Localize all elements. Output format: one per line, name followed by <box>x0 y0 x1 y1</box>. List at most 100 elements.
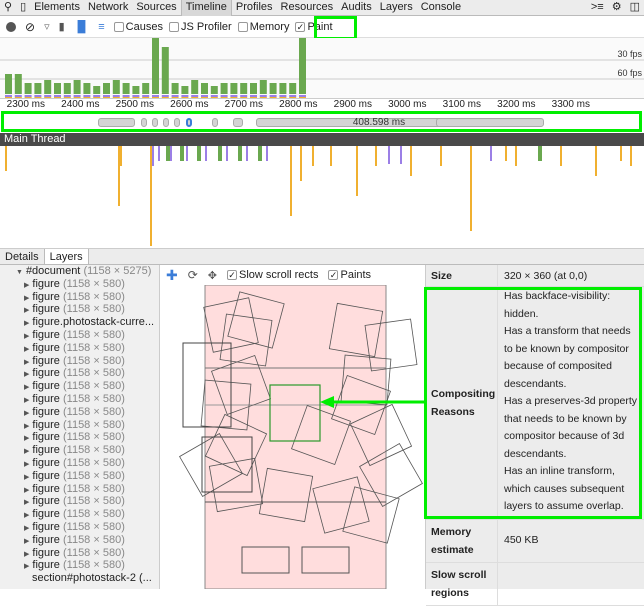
figure-layer[interactable] <box>258 467 314 523</box>
collapsed-triangle-icon[interactable]: ▶ <box>24 281 30 289</box>
tree-item[interactable]: ▶ figure (1158 × 580) <box>0 291 159 304</box>
figure-layer[interactable] <box>359 443 423 507</box>
tree-item[interactable]: ▶ figure.photostack-curre... <box>0 316 159 329</box>
collapsed-triangle-icon[interactable]: ▶ <box>24 358 30 366</box>
tree-item[interactable]: ▶ figure (1158 × 580) <box>0 547 159 560</box>
frame-bar[interactable] <box>279 83 287 99</box>
figure-layer[interactable] <box>204 413 268 477</box>
paint-checkbox[interactable]: ✓ Paint <box>295 21 333 33</box>
tree-item[interactable]: ▶ figure (1158 × 580) <box>0 406 159 419</box>
tree-item[interactable]: ▶ figure (1158 × 580) <box>0 380 159 393</box>
figure-layer[interactable] <box>201 436 253 493</box>
paints-checkbox[interactable]: ✓ Paints <box>328 269 372 281</box>
search-icon[interactable]: ⚲ <box>4 0 13 13</box>
clear-icon[interactable]: ⊘ <box>25 19 36 34</box>
figure-layer[interactable] <box>200 379 252 431</box>
flame-event[interactable] <box>170 146 172 161</box>
figure-layer[interactable] <box>219 313 273 367</box>
frame-bar[interactable] <box>269 83 277 99</box>
main-thread-flame-chart[interactable] <box>0 146 644 248</box>
figure-layer[interactable] <box>227 291 285 349</box>
tab-timeline[interactable]: Timeline <box>180 0 232 16</box>
frame-block[interactable] <box>141 118 147 127</box>
flame-event[interactable] <box>166 146 170 161</box>
flame-event[interactable] <box>300 146 302 181</box>
flame-event[interactable] <box>515 146 517 166</box>
flame-event[interactable] <box>595 146 597 176</box>
frame-bar[interactable] <box>142 83 150 99</box>
flame-event[interactable] <box>440 146 442 166</box>
tree-item[interactable]: ▶ figure (1158 × 580) <box>0 355 159 368</box>
frame-bar[interactable] <box>14 74 22 99</box>
frame-block[interactable] <box>163 118 169 127</box>
frame-bar[interactable] <box>191 80 199 99</box>
tree-item-section[interactable]: section#photostack-2 (... <box>32 572 152 585</box>
tree-item[interactable]: ▶ figure (1158 × 580) <box>0 342 159 355</box>
frames-strip[interactable]: 408.598 ms <box>1 111 642 132</box>
memory-checkbox[interactable]: Memory <box>237 21 289 33</box>
collapsed-triangle-icon[interactable]: ▶ <box>24 409 30 417</box>
flame-event[interactable] <box>226 146 228 161</box>
figure-layer[interactable] <box>342 486 400 544</box>
frame-bar[interactable] <box>250 83 257 99</box>
frame-bar[interactable] <box>201 83 208 99</box>
flame-event[interactable] <box>330 146 332 166</box>
flame-event[interactable] <box>5 146 7 171</box>
tab-elements[interactable]: Elements <box>34 0 80 13</box>
frame-bar[interactable] <box>220 83 228 99</box>
frame-block[interactable] <box>436 118 544 127</box>
collapsed-triangle-icon[interactable]: ▶ <box>24 486 30 494</box>
collapsed-triangle-icon[interactable]: ▶ <box>24 332 30 340</box>
flame-event[interactable] <box>120 146 122 166</box>
flame-event[interactable] <box>205 146 207 161</box>
flame-event[interactable] <box>356 146 358 196</box>
layers-3d-canvas[interactable] <box>161 285 425 589</box>
frame-bar[interactable] <box>73 80 81 99</box>
frame-bar[interactable] <box>152 38 159 99</box>
tab-details[interactable]: Details <box>5 251 39 263</box>
tree-item[interactable]: ▶ figure (1158 × 580) <box>0 393 159 406</box>
tree-item[interactable]: ▶ figure (1158 × 580) <box>0 559 159 572</box>
tree-item[interactable]: ▶ figure (1158 × 580) <box>0 431 159 444</box>
frame-bar[interactable] <box>230 83 238 99</box>
tree-item[interactable]: ▶ figure (1158 × 580) <box>0 367 159 380</box>
collapsed-triangle-icon[interactable]: ▶ <box>24 294 30 302</box>
tree-item[interactable]: ▶ figure (1158 × 580) <box>0 329 159 342</box>
flame-event[interactable] <box>620 146 622 161</box>
tab-profiles[interactable]: Profiles <box>235 0 273 13</box>
collapsed-triangle-icon[interactable]: ▶ <box>24 499 30 507</box>
tree-item[interactable]: ▶ figure (1158 × 580) <box>0 534 159 547</box>
tab-sources[interactable]: Sources <box>136 0 177 13</box>
record-icon[interactable] <box>6 21 16 32</box>
frame-bar[interactable] <box>289 83 297 99</box>
tree-item[interactable]: ▶ figure (1158 × 580) <box>0 303 159 316</box>
frame-bar[interactable] <box>5 74 12 99</box>
tree-item[interactable]: ▶ figure (1158 × 580) <box>0 419 159 432</box>
flame-event[interactable] <box>290 146 292 216</box>
flame-event[interactable] <box>118 146 120 206</box>
collapsed-triangle-icon[interactable]: ▶ <box>24 473 30 481</box>
frame-bar[interactable] <box>63 83 71 99</box>
collapsed-triangle-icon[interactable]: ▶ <box>24 512 30 520</box>
js-profiler-checkbox[interactable]: JS Profiler <box>168 21 232 33</box>
figure-layer[interactable] <box>331 375 391 435</box>
frame-bar[interactable] <box>299 38 306 99</box>
flame-event[interactable] <box>150 146 152 246</box>
device-icon[interactable]: ▯ <box>20 0 27 13</box>
flame-event[interactable] <box>180 146 184 161</box>
frames-view-icon[interactable]: ▐▌ <box>73 20 90 33</box>
tab-network[interactable]: Network <box>87 0 129 13</box>
collapsed-triangle-icon[interactable]: ▶ <box>24 371 30 379</box>
collapsed-triangle-icon[interactable]: ▶ <box>24 563 30 571</box>
frame-bar[interactable] <box>44 80 52 99</box>
frame-bar[interactable] <box>34 83 42 99</box>
layer-box[interactable] <box>241 546 290 574</box>
flame-event[interactable] <box>258 146 262 161</box>
figure-layer[interactable] <box>208 457 264 513</box>
expanded-triangle-icon[interactable]: ▼ <box>16 269 23 276</box>
reset-transform-icon[interactable]: ✥ <box>207 269 218 282</box>
tree-item[interactable]: ▶ figure (1158 × 580) <box>0 508 159 521</box>
flame-event[interactable] <box>400 146 402 164</box>
figure-layer[interactable] <box>291 405 351 465</box>
frame-bar[interactable] <box>103 83 110 99</box>
